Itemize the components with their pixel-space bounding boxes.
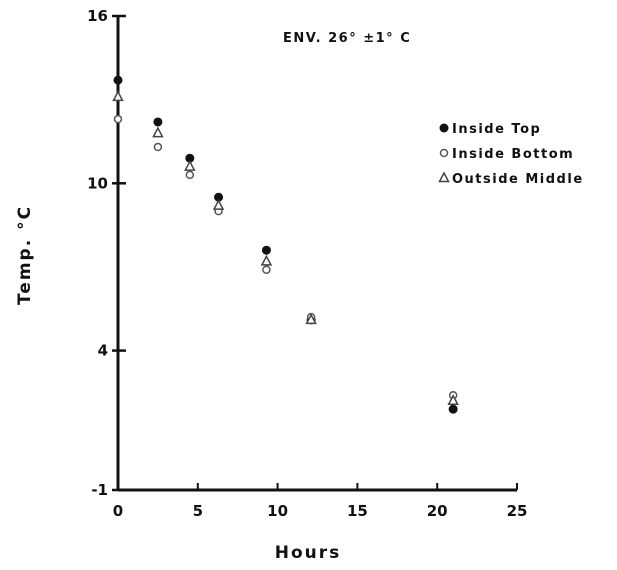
- y-axis-title: Temp. °C: [15, 205, 35, 305]
- data-point-outside-middle: [152, 126, 164, 138]
- data-point-outside-middle: [305, 313, 317, 325]
- x-tick-label: 25: [507, 502, 528, 520]
- legend-label-inside-top: Inside Top: [452, 122, 541, 137]
- axis-ticks: 0 5 10 15 20 25 -1 4 10 16: [87, 7, 527, 520]
- data-point-outside-middle: [447, 394, 459, 406]
- data-point-outside-middle: [212, 198, 225, 210]
- data-point-inside-top: [153, 117, 163, 127]
- data-point-inside-bottom: [113, 114, 123, 124]
- y-tick-label: -1: [91, 481, 108, 499]
- y-tick-label: 4: [98, 342, 108, 360]
- data-point-inside-bottom: [185, 170, 195, 180]
- y-tick-label: 16: [87, 7, 108, 25]
- data-point-inside-top: [214, 192, 224, 202]
- data-point-inside-top: [448, 404, 458, 414]
- x-tick-label: 15: [347, 502, 368, 520]
- data-point-outside-middle: [260, 254, 273, 266]
- legend: Inside Top Inside Bottom Outside Middle: [438, 122, 584, 187]
- data-point-outside-middle: [112, 90, 124, 102]
- legend-label-inside-bottom: Inside Bottom: [452, 147, 574, 162]
- data-point-inside-top: [113, 75, 123, 85]
- x-tick-label: 10: [267, 502, 288, 520]
- x-tick-label: 5: [193, 502, 203, 520]
- data-point-outside-middle: [184, 159, 196, 171]
- legend-label-outside-middle: Outside Middle: [452, 172, 584, 187]
- data-point-inside-bottom: [262, 265, 271, 274]
- y-tick-label: 10: [87, 174, 108, 192]
- data-point-inside-top: [185, 153, 195, 163]
- data-points: [112, 75, 459, 414]
- legend-marker-inside-top: [439, 123, 449, 133]
- legend-marker-outside-middle: [438, 171, 450, 183]
- legend-marker-inside-bottom: [439, 148, 449, 158]
- data-point-inside-top: [261, 245, 271, 255]
- x-axis-title: Hours: [275, 543, 342, 563]
- x-tick-label: 20: [427, 502, 448, 520]
- x-tick-label: 0: [113, 502, 123, 520]
- chart-title: ENV. 26° ±1° C: [283, 31, 411, 46]
- data-point-inside-bottom: [153, 142, 163, 152]
